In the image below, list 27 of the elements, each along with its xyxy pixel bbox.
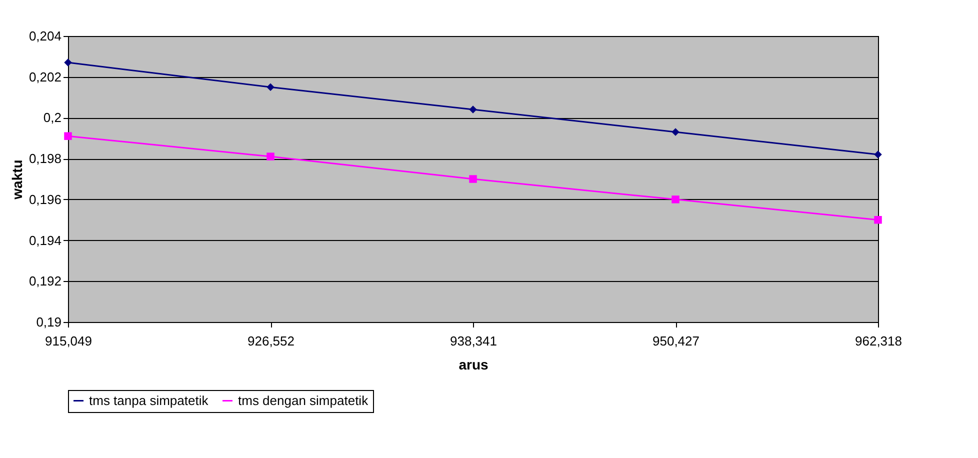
y-tick-label: 0,19 [36,314,62,330]
y-tick-label: 0,202 [28,69,62,84]
point [469,106,477,114]
y-axis-title: waktu [8,160,25,200]
point [672,128,680,136]
y-tick-label: 0,2 [43,110,62,126]
y-tick-label: 0,198 [28,151,62,166]
x-axis-title: arus [458,356,488,372]
x-tick-label: 938,341 [450,334,497,348]
x-tick-label: 962,318 [855,334,902,348]
y-tick-label: 0,192 [28,274,62,289]
legend-label: tms tanpa simpatetik [89,392,209,408]
point [64,132,72,140]
x-tick-label: 950,427 [652,334,700,348]
point [266,152,274,160]
x-tick-label: 926,552 [248,334,294,348]
point [266,83,274,91]
y-tick-label: 0,204 [28,28,62,44]
point [874,150,882,158]
point [672,196,680,204]
y-tick-label: 0,194 [28,232,62,248]
point [469,175,477,183]
y-tick-label: 0,196 [28,192,62,207]
point [64,58,72,66]
legend-label: tms dengan simpatetik [238,392,369,408]
x-tick-label: 915,049 [45,334,92,348]
point [874,216,882,224]
